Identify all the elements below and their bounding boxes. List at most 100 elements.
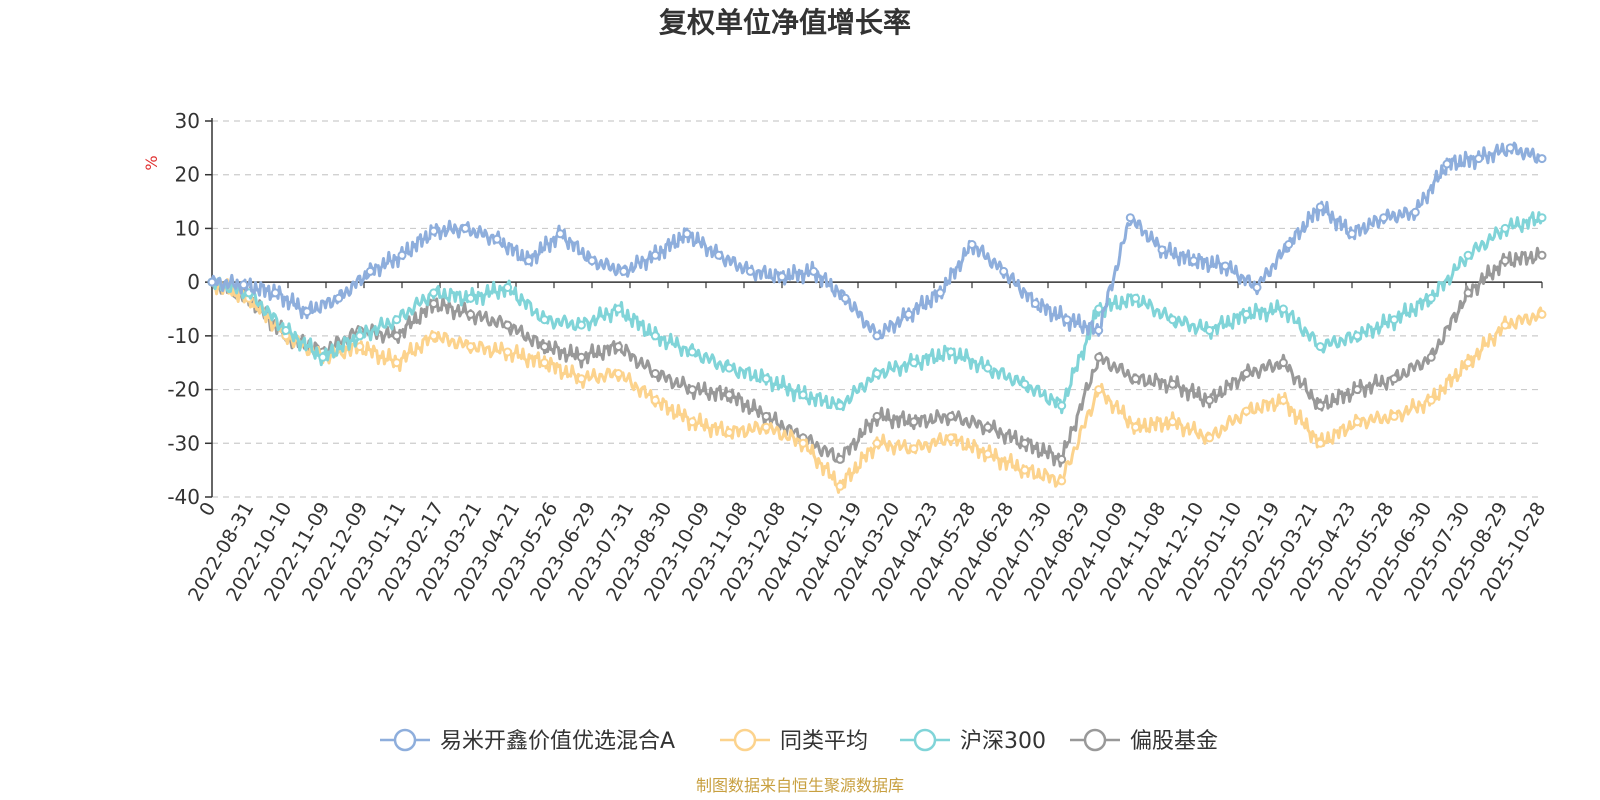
y-tick-label: 10 [175,216,200,240]
data-point [540,315,549,325]
data-point [1284,240,1294,249]
data-point [1168,315,1178,325]
data-point [1442,159,1452,169]
data-point [1500,320,1510,330]
data-point [1241,406,1251,416]
data-point [1205,395,1214,405]
data-point [492,234,502,244]
legend-item[interactable]: 沪深300 [900,728,1046,754]
data-point [540,342,549,352]
y-axis-unit: % [142,155,161,170]
data-point [946,347,956,357]
data-point [761,374,771,384]
y-axis: 30 20 10 0 -10 -20 -30 -40 [167,109,213,509]
data-point [872,411,882,421]
data-point [1463,358,1473,368]
legend-label: 偏股基金 [1130,729,1218,754]
data-point [1094,385,1104,395]
data-point [1278,395,1288,405]
data-point [724,390,734,400]
data-point [840,293,850,303]
data-point [946,433,956,443]
data-point [1241,369,1251,378]
legend-item[interactable]: 偏股基金 [1070,728,1218,754]
data-point [1057,401,1067,411]
data-point [682,229,692,239]
legend[interactable]: 易米开鑫价值优选混合A 同类平均 沪深300 偏股基金 [380,728,1218,754]
data-point [1505,143,1515,153]
data-point [503,347,513,357]
data-point [909,358,919,368]
data-point [650,395,660,405]
data-point [835,481,845,491]
legend-item[interactable]: 易米开鑫价值优选混合A [380,728,675,754]
series-line [210,246,1543,468]
data-point [1347,229,1357,239]
y-tick-label: -40 [167,485,200,509]
data-point [1426,293,1436,303]
data-point [724,428,734,437]
data-point [1252,283,1262,292]
data-point [1500,223,1510,233]
data-point [745,266,755,276]
data-point [1094,326,1104,335]
data-point [1020,379,1030,389]
data-point [334,293,344,303]
data-point [270,288,280,298]
data-point [613,369,623,378]
data-point [1379,213,1389,223]
data-point [1220,261,1230,271]
y-tick-label: -30 [167,431,200,455]
data-point [503,320,513,330]
data-point [967,240,977,249]
data-point [1315,438,1325,448]
data-point [761,422,771,432]
data-point [1463,288,1473,298]
data-point [1020,465,1030,475]
data-point [619,266,629,276]
data-point [1352,385,1362,395]
data-point [872,438,882,448]
data-point [466,293,476,303]
x-tick-label: 0 [195,499,220,520]
data-point [1426,395,1436,405]
data-point [1278,304,1288,314]
data-point [999,266,1009,276]
data-point [687,385,697,395]
data-point [714,250,724,260]
data-point [1057,476,1067,486]
data-point [1500,256,1510,266]
y-tick-label: 0 [187,270,200,294]
y-tick-label: 30 [175,109,200,133]
data-point [1030,299,1040,309]
data-point [935,288,945,298]
data-point [1537,213,1547,223]
data-point [1315,342,1325,352]
data-point [365,266,375,276]
data-point [1205,326,1214,335]
legend-item[interactable]: 同类平均 [720,728,868,754]
legend-label: 易米开鑫价值优选混合A [440,729,675,754]
legend-circle-icon [733,728,757,752]
data-point [555,229,565,239]
data-point [946,411,956,421]
data-point [613,304,623,314]
data-point [576,374,586,384]
data-point [1426,352,1436,362]
data-point [1410,207,1420,217]
data-point [872,331,882,341]
data-point [1205,433,1214,443]
data-point [687,417,697,427]
data-point [809,266,819,276]
data-point [524,256,534,266]
data-point [1389,315,1399,325]
data-point [872,369,882,378]
data-point [1278,358,1288,368]
data-point [1315,202,1325,212]
data-point [1474,154,1484,164]
data-point [909,444,919,454]
data-point [576,352,586,362]
data-point [1189,256,1199,266]
data-point [1094,304,1104,314]
data-point [1389,374,1399,384]
